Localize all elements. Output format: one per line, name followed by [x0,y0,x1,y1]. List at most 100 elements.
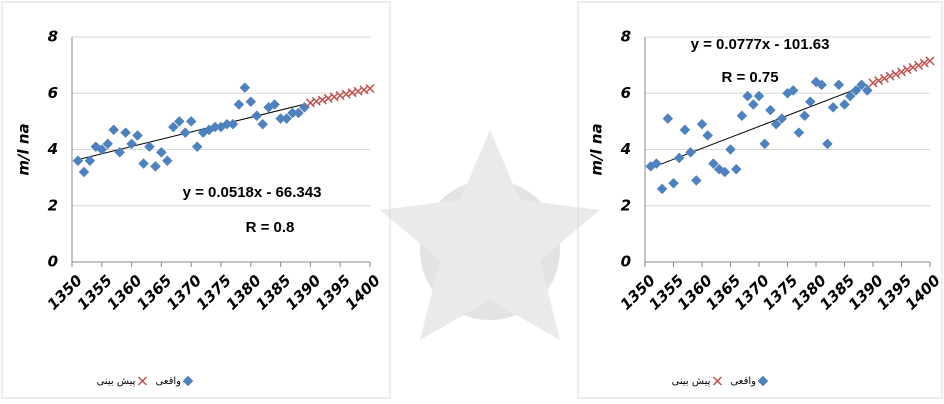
data-point [908,62,918,72]
data-point [736,110,748,122]
data-point [668,177,679,189]
data-point [719,166,731,178]
data-point [269,99,280,110]
data-point [861,85,873,96]
data-point [651,158,662,169]
data-point [108,124,120,136]
annotation: R = 0.8 [246,219,295,236]
data-point [72,155,84,167]
data-point [896,67,907,77]
legend-label: واقعی [155,376,181,387]
legend-label: پیش بینی [97,376,136,387]
data-point [793,127,805,138]
data-point [844,90,856,102]
data-point [656,183,668,195]
annotation: R = 0.75 [721,69,778,86]
data-point [708,158,719,169]
data-point [685,146,696,158]
y-tick-label: 6 [621,84,631,102]
data-point [156,146,167,158]
data-point [257,118,269,130]
data-point [914,60,924,70]
x-tick-label: 1400 [342,271,384,313]
y-tick-label: 4 [47,140,58,158]
data-point [690,175,702,186]
data-point [891,69,901,79]
data-point [317,95,327,105]
data-point [856,79,867,91]
data-point [293,107,304,119]
data-point [874,76,884,86]
legend-label: پیش بینی [672,376,711,387]
data-point [84,155,96,167]
data-point [827,101,839,113]
y-tick-label: 0 [621,253,631,271]
data-point [173,116,185,127]
data-point [868,78,878,88]
data-point [281,113,292,124]
data-point [804,96,816,108]
data-point [162,155,173,167]
y-tick-label: 6 [48,84,58,102]
y-tick-label: 8 [48,28,58,46]
y-tick-label: 2 [621,196,631,214]
data-point [191,141,203,153]
data-point [365,83,375,93]
legend-marker [712,376,722,386]
data-point [679,124,691,136]
data-point [150,161,161,172]
data-point [702,130,714,141]
legend-label: واقعی [730,376,756,387]
data-point [776,113,788,124]
data-point [696,118,708,130]
data-point [138,158,149,169]
data-point [919,58,929,68]
data-point [759,138,771,150]
data-point [833,79,845,91]
data-point [885,71,895,81]
y-axis-label: m/l na [588,123,606,175]
trendline [77,103,305,161]
data-point [822,138,833,150]
y-axis-label: m/l na [15,123,33,175]
data-point [850,85,862,96]
data-point [185,116,197,127]
data-point [770,118,782,130]
data-point [765,104,776,116]
data-point [742,90,753,102]
y-tick-label: 8 [621,28,631,46]
data-point [120,127,131,138]
data-point [114,146,126,158]
chart-frame [577,1,943,399]
data-point [102,138,114,150]
watermark [380,130,600,340]
data-point [126,138,137,150]
data-point [144,141,155,153]
data-point [90,141,102,153]
data-point [816,79,828,91]
legend-marker [137,376,147,386]
chart-frame [1,1,391,399]
data-point [245,96,257,108]
legend-marker [757,375,769,387]
data-point [233,99,245,110]
data-point [925,56,935,66]
data-point [725,144,736,155]
annotation: y = 0.0518x - 66.343 [183,184,322,201]
data-point [96,144,108,155]
y-tick-label: 4 [620,140,631,158]
data-point [132,130,143,141]
data-point [787,85,799,96]
data-point [902,65,912,75]
data-point [251,110,263,122]
data-point [730,163,742,175]
data-point [839,99,850,110]
annotation: y = 0.0777x - 101.63 [691,36,830,53]
y-tick-label: 2 [48,196,58,214]
data-point [179,127,191,138]
data-point [753,90,765,102]
data-point [799,110,810,122]
data-point [879,73,889,83]
